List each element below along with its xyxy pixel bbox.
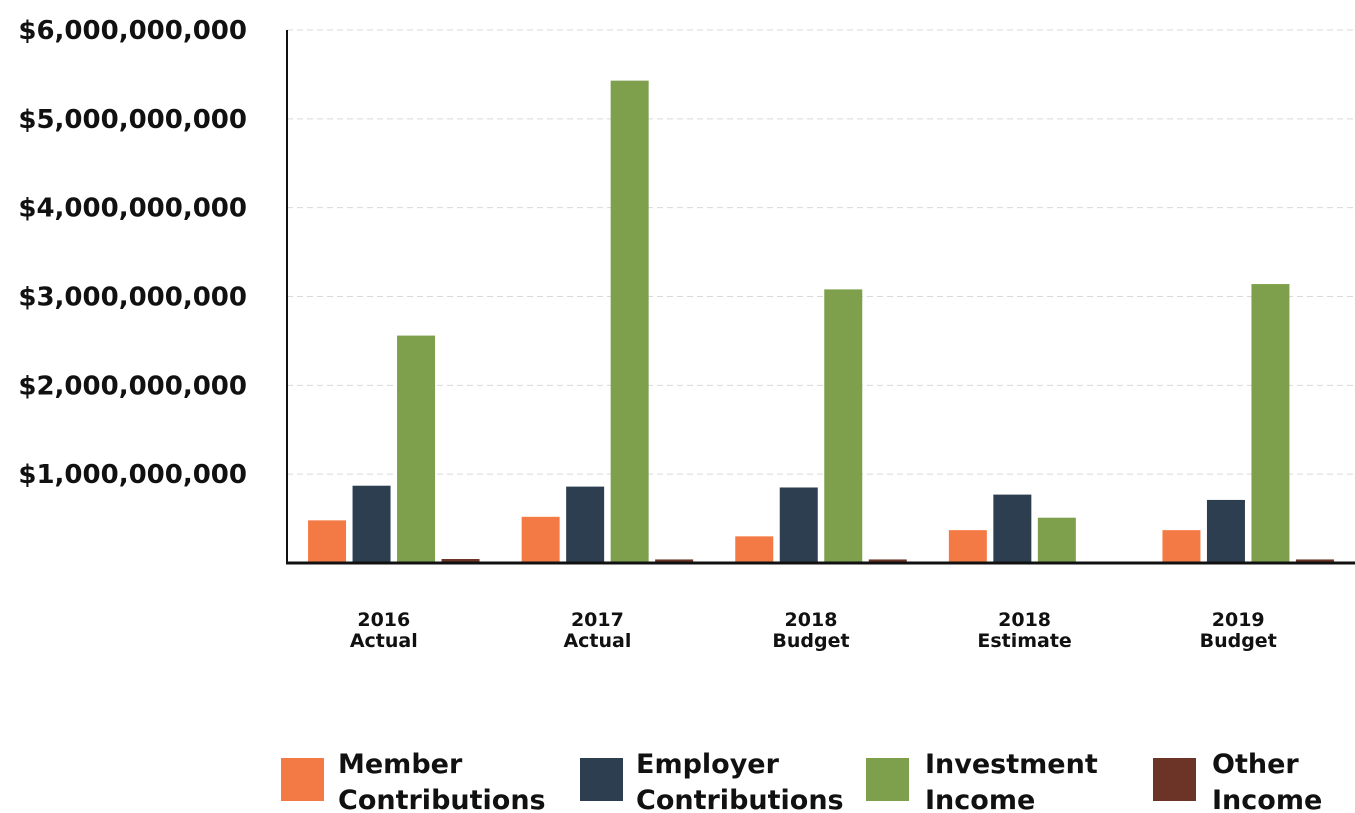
legend-label: Other	[1212, 749, 1299, 780]
x-tick-label: Budget	[1200, 630, 1277, 652]
x-tick-label: Budget	[772, 630, 849, 652]
legend-swatch	[580, 758, 623, 801]
x-tick-label: 2019	[1212, 609, 1265, 631]
legend-label: Income	[1212, 785, 1322, 813]
bar	[441, 559, 480, 563]
legend: Member Contributions Employer Contributions…	[281, 749, 1322, 813]
bar	[948, 530, 987, 563]
bar	[397, 335, 436, 563]
y-tick-label: $1,000,000,000	[18, 460, 247, 490]
legend-label: Contributions	[338, 785, 546, 813]
y-tick-label: $6,000,000,000	[18, 16, 247, 46]
bar	[1295, 559, 1334, 563]
legend-label: Contributions	[636, 785, 844, 813]
bar	[735, 536, 774, 563]
bar	[308, 520, 347, 563]
x-tick-label: Estimate	[977, 630, 1071, 652]
legend-label: Income	[925, 785, 1035, 813]
x-tick-label: Actual	[350, 630, 418, 652]
x-tick-label: 2018	[998, 609, 1051, 631]
y-tick-label: $5,000,000,000	[18, 105, 247, 135]
bar	[779, 487, 818, 563]
bars	[308, 80, 1334, 563]
bar	[1037, 517, 1076, 563]
gridlines	[287, 29, 1355, 475]
bar	[1251, 284, 1290, 563]
bar	[993, 494, 1032, 563]
x-tick-label: Actual	[563, 630, 631, 652]
x-tick-label: 2016	[357, 609, 410, 631]
legend-label: Employer	[636, 749, 780, 780]
bar	[610, 80, 649, 563]
y-tick-label: $4,000,000,000	[18, 194, 247, 224]
y-tick-label: $3,000,000,000	[18, 283, 247, 313]
bar	[868, 559, 907, 563]
x-axis-ticks: 2016Actual2017Actual2018Budget2018Estima…	[350, 609, 1277, 652]
bar	[521, 516, 560, 563]
bar	[655, 559, 694, 563]
x-tick-label: 2017	[571, 609, 624, 631]
legend-swatch	[281, 758, 324, 801]
bar	[1206, 499, 1245, 563]
legend-label: Member	[338, 749, 463, 780]
x-tick-label: 2018	[785, 609, 838, 631]
y-tick-label: $2,000,000,000	[18, 371, 247, 401]
legend-swatch	[866, 758, 909, 801]
bar	[824, 289, 863, 563]
legend-label: Investment	[925, 749, 1098, 780]
bar	[566, 486, 605, 563]
legend-swatch	[1153, 758, 1196, 801]
bar	[1162, 530, 1201, 563]
bar	[352, 485, 391, 563]
y-axis-ticks: $1,000,000,000 $2,000,000,000 $3,000,000,0…	[18, 16, 247, 490]
